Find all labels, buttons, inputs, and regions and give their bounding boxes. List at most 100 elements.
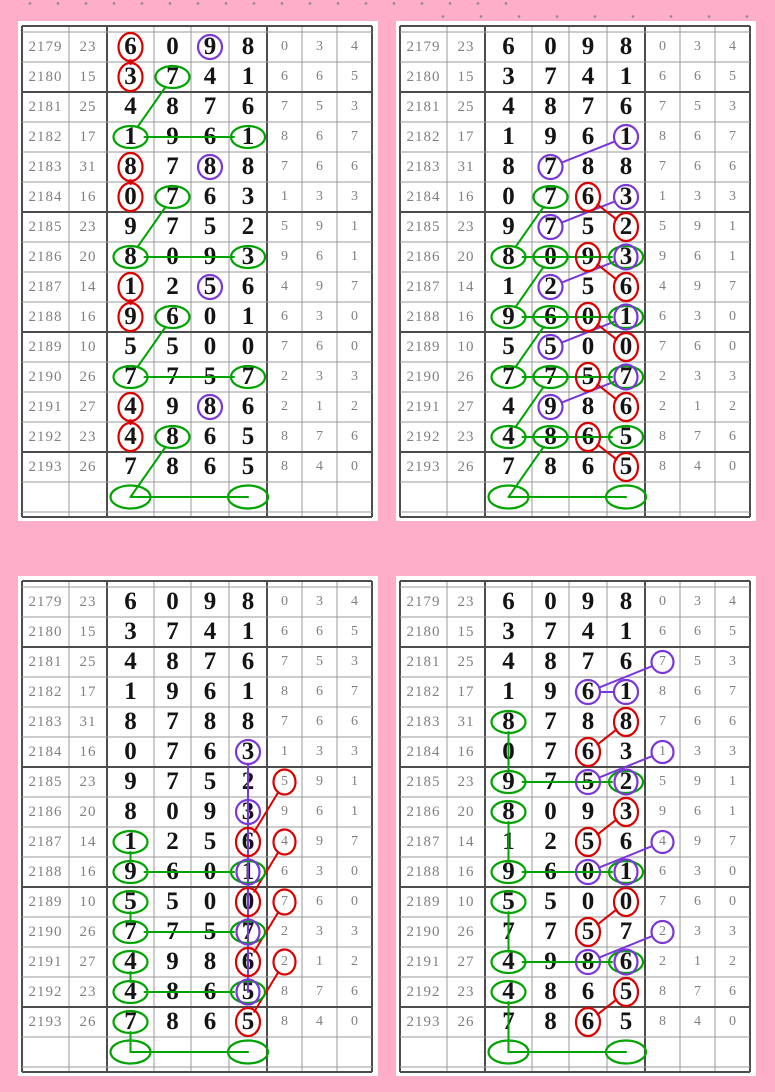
sum-cell: 14 [79,278,97,295]
extra-cell: 4 [351,39,358,54]
extra-cell: 7 [659,159,666,174]
digit-cell: 9 [544,393,557,420]
sum-cell: 26 [79,1013,97,1030]
extra-cell: 1 [351,804,358,819]
digit-cell: 6 [581,1008,595,1035]
extra-cell: 8 [659,129,666,144]
extra-cell: 6 [694,249,701,264]
digit-cell: 1 [241,63,255,90]
extra-cell: 7 [281,714,288,729]
digit-cell: 9 [166,678,179,705]
sum-cell: 20 [79,803,97,820]
digit-cell: 5 [581,273,595,300]
empty-footer-cell [191,482,229,512]
extra-cell: 1 [659,744,666,759]
issue-cell: 2192 [406,983,441,1000]
digit-cell: 1 [124,273,137,300]
extra-cell: 3 [316,744,323,759]
digit-cell: 5 [544,333,557,360]
sum-cell: 15 [457,623,475,640]
extra-cell: 6 [351,714,358,729]
digit-cell: 7 [544,768,557,795]
extra-cell: 6 [316,249,323,264]
issue-cell: 2183 [406,713,441,730]
issue-cell: 2184 [406,743,441,760]
extra-cell: 8 [281,129,288,144]
sum-cell: 10 [457,338,475,355]
digit-cell: 5 [203,273,217,300]
empty-footer-cell [532,1037,569,1067]
issue-cell: 2182 [28,683,63,700]
digit-cell: 9 [544,678,557,705]
extra-cell: 1 [316,399,323,414]
issue-cell: 2181 [406,98,441,115]
sum-cell: 15 [457,68,475,85]
digit-cell: 0 [544,33,557,60]
digit-cell: 1 [241,858,255,885]
digit-cell: 9 [124,213,137,240]
extra-cell: 9 [659,249,666,264]
issue-cell: 2184 [28,188,63,205]
digit-cell: 5 [581,213,595,240]
extra-cell: 6 [694,159,701,174]
digit-cell: 8 [166,423,179,450]
digit-cell: 8 [124,708,137,735]
digit-cell: 6 [241,93,255,120]
extra-cell: 3 [694,924,701,939]
digit-cell: 6 [619,273,633,300]
digit-cell: 6 [166,303,179,330]
sum-cell: 25 [79,653,97,670]
sum-cell: 16 [457,188,475,205]
empty-footer-cell [154,1037,191,1067]
digit-cell: 9 [581,243,595,270]
extra-cell: 6 [729,714,736,729]
sum-cell: 14 [457,833,475,850]
empty-footer-cell [447,1037,485,1067]
empty-footer-cell [229,482,267,512]
extra-cell: 1 [694,399,701,414]
extra-cell: 6 [316,159,323,174]
extra-cell: 6 [316,804,323,819]
issue-cell: 2188 [406,308,441,325]
digit-cell: 5 [203,768,217,795]
digit-cell: 7 [166,618,179,645]
extra-cell: 6 [659,624,666,639]
digit-cell: 0 [581,333,595,360]
extra-cell: 5 [281,219,288,234]
sum-cell: 26 [457,458,475,475]
empty-footer-cell [69,1037,107,1067]
empty-footer-cell [485,1037,532,1067]
extra-cell: 3 [351,99,358,114]
extra-cell: 5 [694,654,701,669]
digit-cell: 6 [544,858,557,885]
digit-cell: 8 [544,93,557,120]
issue-cell: 2186 [28,248,63,265]
digit-cell: 0 [544,243,557,270]
extra-cell: 6 [659,864,666,879]
digit-cell: 8 [203,948,217,975]
extra-cell: 9 [316,774,323,789]
issue-cell: 2185 [406,773,441,790]
digit-cell: 3 [241,738,255,765]
sum-cell: 31 [79,158,97,175]
digit-cell: 7 [166,918,179,945]
issue-cell: 2185 [28,773,63,790]
sum-cell: 27 [457,398,475,415]
digit-cell: 4 [581,63,595,90]
issue-cell: 2190 [28,923,63,940]
empty-footer-cell [337,1037,372,1067]
digit-cell: 9 [203,33,217,60]
extra-cell: 0 [729,309,736,324]
extra-cell: 8 [281,429,288,444]
digit-cell: 9 [166,123,179,150]
digit-cell: 5 [203,918,217,945]
extra-cell: 6 [351,984,358,999]
sum-cell: 23 [79,773,97,790]
extra-cell: 3 [729,924,736,939]
extra-cell: 5 [316,99,323,114]
digit-cell: 5 [241,978,255,1005]
digit-cell: 7 [166,153,179,180]
sum-cell: 23 [457,218,475,235]
extra-cell: 9 [694,834,701,849]
digit-cell: 6 [619,828,633,855]
